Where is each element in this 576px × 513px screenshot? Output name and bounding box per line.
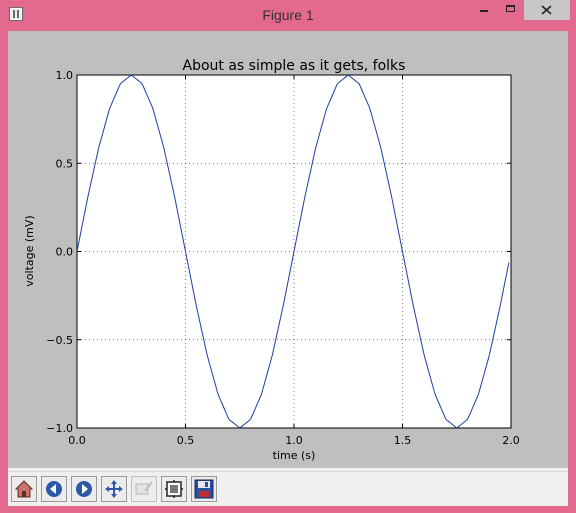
subplots-icon [165, 480, 183, 498]
back-button[interactable] [41, 476, 67, 502]
y-tick-label: 0.0 [56, 246, 74, 259]
chart-svg: 0.0 0.5 1.0 1.5 2.0 1.0 0.5 0.0 −0.5 −1.0 About a… [23, 58, 520, 462]
forward-button[interactable] [71, 476, 97, 502]
back-arrow-icon [46, 481, 62, 497]
voltage-series-line [76, 74, 510, 429]
maximize-button[interactable] [497, 0, 524, 20]
x-tick-label: 1.5 [394, 434, 412, 447]
y-tick-label: −0.5 [46, 334, 73, 347]
home-icon [14, 480, 34, 498]
x-tick-label: 0.5 [177, 434, 195, 447]
title-bar[interactable]: Figure 1 [0, 0, 576, 31]
window-title: Figure 1 [262, 7, 314, 23]
y-tick-label: 1.0 [56, 69, 74, 82]
y-tick-label: −1.0 [46, 422, 73, 435]
x-tick-label: 0.0 [68, 434, 86, 447]
y-tick-label: 0.5 [56, 157, 74, 170]
zoom-rect-icon [135, 481, 153, 495]
close-icon [541, 5, 552, 15]
x-tick-label: 2.0 [502, 434, 520, 447]
subplots-button[interactable] [161, 476, 187, 502]
y-axis-label: voltage (mV) [23, 215, 36, 286]
x-tick-label: 1.0 [285, 434, 303, 447]
forward-arrow-icon [76, 481, 92, 497]
minimize-button[interactable] [470, 0, 497, 20]
app-icon[interactable] [9, 7, 23, 21]
figure-canvas[interactable]: 0.0 0.5 1.0 1.5 2.0 1.0 0.5 0.0 −0.5 −1.0 About a… [8, 31, 568, 468]
close-button[interactable] [524, 0, 570, 20]
floppy-disk-icon [194, 479, 214, 499]
save-button[interactable] [191, 476, 217, 502]
zoom-button[interactable] [131, 476, 157, 502]
x-axis-label: time (s) [273, 449, 316, 462]
maximize-icon [506, 5, 515, 12]
pan-button[interactable] [101, 476, 127, 502]
window-client: 0.0 0.5 1.0 1.5 2.0 1.0 0.5 0.0 −0.5 −1.0 About a… [8, 31, 568, 506]
minimize-icon [480, 10, 488, 12]
pan-arrows-icon [105, 480, 123, 498]
navigation-toolbar [8, 471, 568, 506]
chart-title: About as simple as it gets, folks [183, 58, 406, 74]
home-button[interactable] [11, 476, 37, 502]
